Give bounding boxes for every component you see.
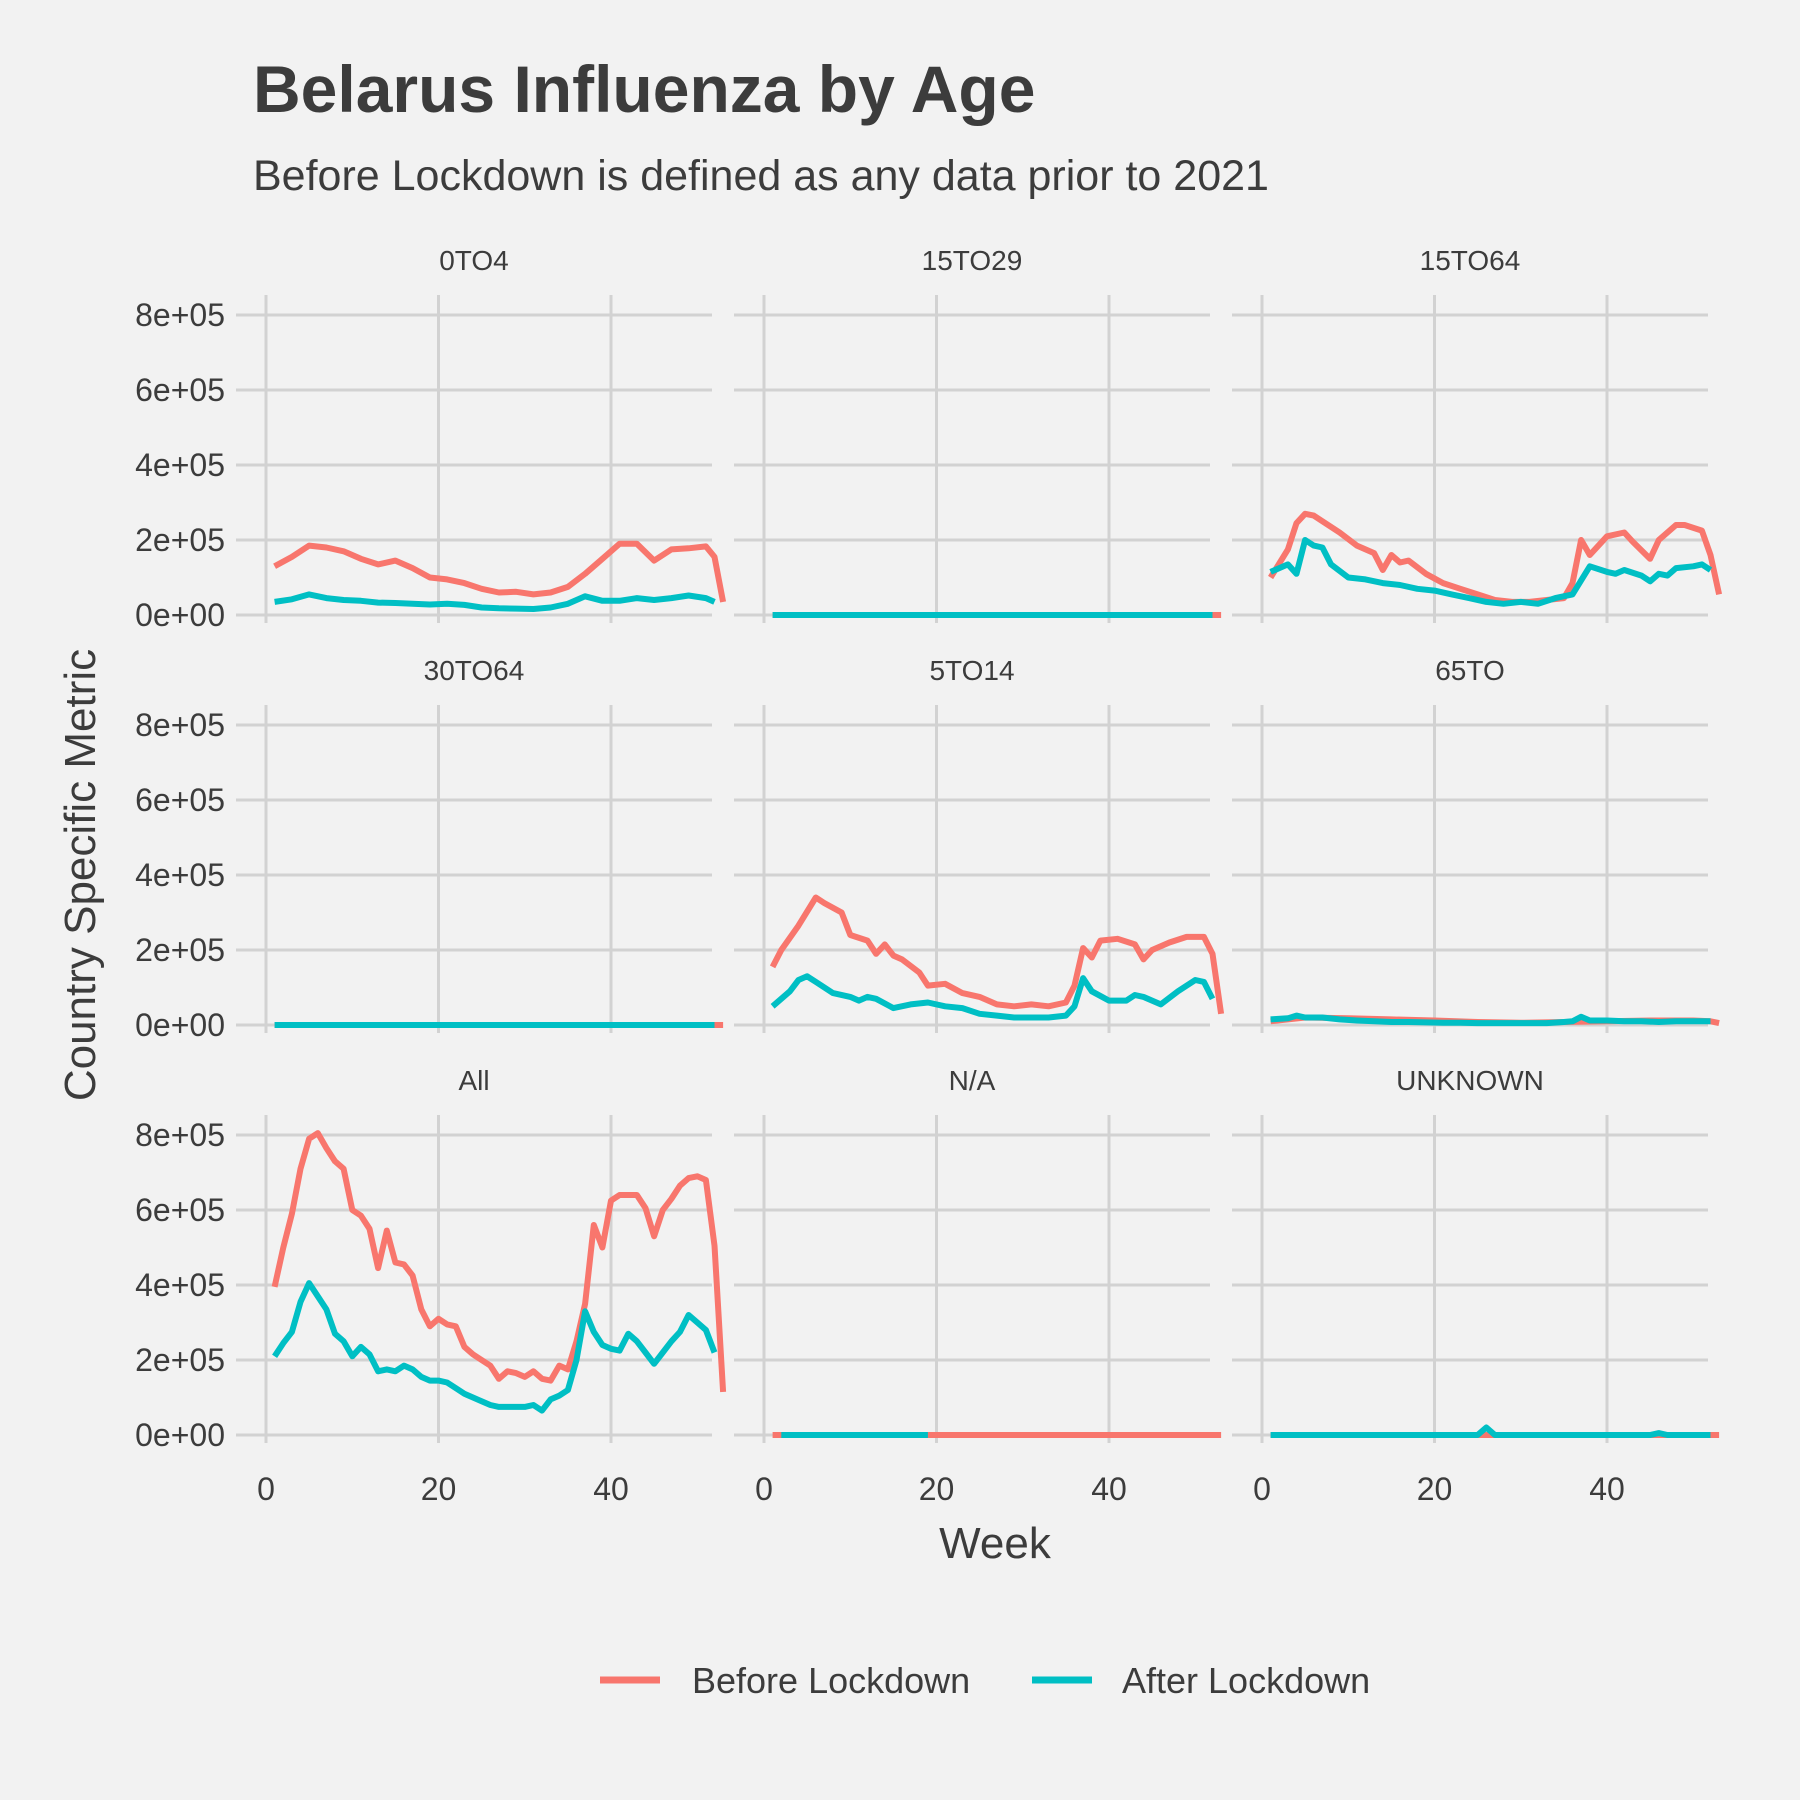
- facet-strip-label: 15TO64: [1420, 245, 1521, 276]
- facet-strip-label: 65TO: [1435, 655, 1505, 686]
- x-tick-labels: 0 20 40 0 20 40 0 20 40: [257, 1471, 1625, 1507]
- facet-panels: 0TO4 15TO29 15TO64 30TO64 5TO14 65TO All N/A UNK…: [236, 245, 1723, 1443]
- y-tick-label: 8e+05: [135, 297, 225, 333]
- y-tick-label: 4e+05: [135, 447, 225, 483]
- series-line-after-lockdown: [274, 591, 716, 612]
- x-tick-label: 40: [1091, 1471, 1127, 1507]
- y-tick-label: 0e+00: [135, 1417, 225, 1453]
- facet-panel: 15TO64: [1232, 245, 1723, 623]
- x-axis-title: Week: [939, 1519, 1052, 1568]
- series-line-after-lockdown: [272, 1280, 718, 1414]
- x-tick-label: 0: [257, 1471, 275, 1507]
- legend: Before Lockdown After Lockdown: [600, 1660, 1370, 1701]
- series-line-before-lockdown: [271, 1130, 727, 1393]
- x-tick-label: 20: [1417, 1471, 1453, 1507]
- y-tick-label: 4e+05: [135, 857, 225, 893]
- facet-strip-label: All: [458, 1065, 489, 1096]
- facet-panel: 5TO14: [734, 655, 1225, 1033]
- x-tick-label: 20: [919, 1471, 955, 1507]
- y-tick-label: 2e+05: [135, 522, 225, 558]
- x-tick-label: 20: [421, 1471, 457, 1507]
- legend-label: After Lockdown: [1122, 1660, 1370, 1701]
- x-tick-label: 0: [1253, 1471, 1271, 1507]
- facet-panel: 30TO64: [236, 655, 724, 1033]
- y-tick-label: 6e+05: [135, 372, 225, 408]
- x-tick-label: 0: [755, 1471, 773, 1507]
- series-line-after-lockdown: [1270, 1424, 1711, 1438]
- series-line-before-lockdown: [769, 894, 1225, 1015]
- x-tick-label: 40: [593, 1471, 629, 1507]
- series-line-before-lockdown: [1268, 510, 1723, 605]
- facet-panel: N/A: [734, 1065, 1222, 1443]
- y-tick-label: 6e+05: [135, 782, 225, 818]
- facet-panel: UNKNOWN: [1232, 1065, 1720, 1443]
- y-tick-label: 0e+00: [135, 597, 225, 633]
- chart-subtitle: Before Lockdown is defined as any data p…: [253, 152, 1269, 200]
- y-tick-label: 2e+05: [135, 932, 225, 968]
- legend-label: Before Lockdown: [692, 1660, 970, 1701]
- y-tick-labels: 0e+00 2e+05 4e+05 6e+05 8e+05 0e+00 2e+05 4e+05…: [135, 297, 225, 1453]
- series-line-after-lockdown: [770, 973, 1216, 1021]
- facet-panel: 0TO4: [236, 245, 727, 623]
- y-tick-label: 4e+05: [135, 1267, 225, 1303]
- y-tick-label: 2e+05: [135, 1342, 225, 1378]
- y-tick-label: 8e+05: [135, 707, 225, 743]
- facet-panel: 65TO: [1232, 655, 1720, 1033]
- facet-strip-label: UNKNOWN: [1396, 1065, 1544, 1096]
- facet-strip-label: 15TO29: [922, 245, 1023, 276]
- y-tick-label: 8e+05: [135, 1117, 225, 1153]
- series-line-after-lockdown: [1270, 1012, 1711, 1027]
- facet-strip-label: N/A: [949, 1065, 996, 1096]
- series-line-before-lockdown: [273, 540, 727, 603]
- x-tick-label: 40: [1589, 1471, 1625, 1507]
- facet-panel: All: [236, 1065, 727, 1443]
- facet-panel: 15TO29: [734, 245, 1222, 623]
- chart-title: Belarus Influenza by Age: [253, 52, 1035, 126]
- facet-strip-label: 30TO64: [424, 655, 525, 686]
- facet-strip-label: 5TO14: [929, 655, 1014, 686]
- y-axis-title: Country Specific Metric: [56, 649, 105, 1101]
- series-line-after-lockdown: [1269, 537, 1713, 607]
- y-tick-label: 6e+05: [135, 1192, 225, 1228]
- facet-strip-label: 0TO4: [439, 245, 509, 276]
- y-tick-label: 0e+00: [135, 1007, 225, 1043]
